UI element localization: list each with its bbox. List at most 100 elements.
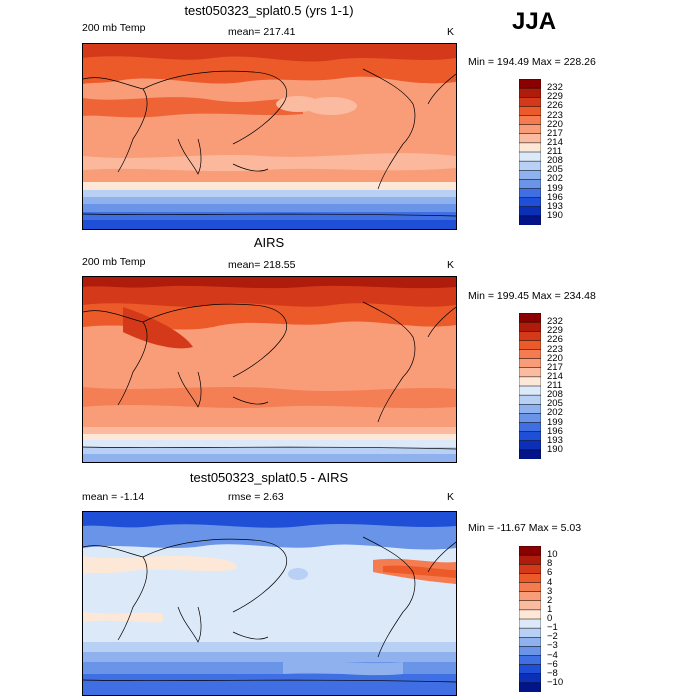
panel1-map [82,43,457,230]
colorbar-tick-label: −6 [547,658,558,670]
colorbar-swatch [518,170,542,180]
colorbar-swatch [518,133,542,144]
colorbar-swatch [518,394,542,405]
colorbar-swatch [518,404,542,414]
colorbar-swatch [518,413,542,424]
colorbar-tick-label: 205 [547,398,563,410]
colorbar-tick-label: 208 [547,389,563,401]
colorbar-tick-label: −10 [547,676,564,688]
colorbar-swatch [518,179,542,190]
colorbar-tick-label: −8 [547,667,558,679]
colorbar-tick-label: 0 [547,613,553,624]
panel2-units-label: K [447,259,455,271]
panel2-variable-label: 200 mb Temp [82,256,146,268]
colorbar-swatch [518,340,542,351]
colorbar-tick-label: 196 [547,191,563,203]
panel3-colorbar [518,545,542,697]
colorbar-tick-label: 199 [547,182,563,194]
colorbar-tick-label: 202 [547,407,563,419]
colorbar-swatch [518,97,542,107]
colorbar-swatch [518,655,542,666]
panel2-mean-label: mean= 218.55 [228,259,296,271]
colorbar-tick-label: 223 [547,343,563,355]
colorbar-tick-label: 220 [547,352,563,364]
colorbar-swatch [518,440,542,451]
panel3-title: test050323_splat0.5 - AIRS [189,470,349,485]
colorbar-swatch [518,385,542,396]
colorbar-tick-label: 205 [547,164,563,176]
panel3-minmax: Min = -11.67 Max = 5.03 [468,522,582,534]
panel3-rmse-label: rmse = 2.63 [228,491,284,503]
panel2-minmax: Min = 199.45 Max = 234.48 [468,290,596,302]
colorbar-swatch [518,115,542,126]
colorbar-tick-label: 223 [547,109,563,121]
colorbar-swatch [518,312,542,323]
colorbar-tick-label: 226 [547,100,563,112]
colorbar-swatch [518,554,542,565]
panel1-map-svg [83,44,456,229]
panel2-map [82,276,457,463]
colorbar-tick-label: 217 [547,361,563,373]
colorbar-tick-label: 6 [547,567,553,579]
colorbar-tick-label: 2 [547,594,553,606]
panel3-units-label: K [447,491,455,503]
colorbar-tick-label: 217 [547,127,563,139]
colorbar-swatch [518,609,542,620]
colorbar-tick-label: −1 [547,622,558,634]
colorbar-swatch [518,367,542,378]
colorbar-swatch [518,664,542,675]
colorbar-swatch [518,637,542,647]
colorbar-swatch [518,142,542,153]
panel3-mean-label: mean = -1.14 [82,491,145,503]
panel3-colorbar-svg [518,545,542,693]
colorbar-tick-label: 4 [547,576,553,588]
colorbar-tick-label: 196 [547,425,563,437]
colorbar-swatch [518,78,542,89]
colorbar-swatch [518,673,542,684]
colorbar-swatch [518,545,542,556]
colorbar-swatch [518,682,542,693]
panel1-colorbar [518,78,542,230]
colorbar-tick-label: 10 [547,549,558,561]
colorbar-tick-label: −4 [547,649,558,661]
colorbar-tick-label: 229 [547,325,563,337]
colorbar-tick-label: 232 [547,316,563,328]
colorbar-tick-label: 1 [547,603,553,615]
colorbar-swatch [518,591,542,602]
colorbar-swatch [518,206,542,217]
colorbar-swatch [518,331,542,341]
colorbar-tick-label: 211 [547,380,563,391]
colorbar-tick-label: 214 [547,136,563,148]
panel1-colorbar-svg [518,78,542,226]
colorbar-swatch [518,124,542,135]
colorbar-swatch [518,87,542,98]
panel1-variable-label: 200 mb Temp [82,22,146,34]
colorbar-swatch [518,449,542,460]
panel1-units-label: K [447,26,455,38]
colorbar-tick-label: 199 [547,416,563,428]
colorbar-tick-label: 211 [547,146,563,157]
colorbar-swatch [518,151,542,162]
colorbar-tick-label: 208 [547,155,563,167]
panel2-colorbar [518,312,542,464]
colorbar-tick-label: 220 [547,118,563,130]
panel3-map [82,511,457,696]
colorbar-swatch [518,564,542,574]
colorbar-swatch [518,627,542,638]
panel1-minmax: Min = 194.49 Max = 228.26 [468,56,596,68]
colorbar-swatch [518,646,542,657]
colorbar-tick-label: 214 [547,370,563,382]
colorbar-tick-label: 229 [547,91,563,103]
colorbar-swatch [518,106,542,117]
colorbar-tick-label: 232 [547,82,563,94]
colorbar-swatch [518,188,542,199]
colorbar-swatch [518,321,542,332]
colorbar-swatch [518,160,542,171]
colorbar-swatch [518,197,542,208]
season-label: JJA [512,8,557,35]
panel3-map-svg [83,512,456,695]
colorbar-swatch [518,582,542,593]
colorbar-swatch [518,618,542,629]
colorbar-tick-label: 226 [547,334,563,346]
panel2-colorbar-svg [518,312,542,460]
